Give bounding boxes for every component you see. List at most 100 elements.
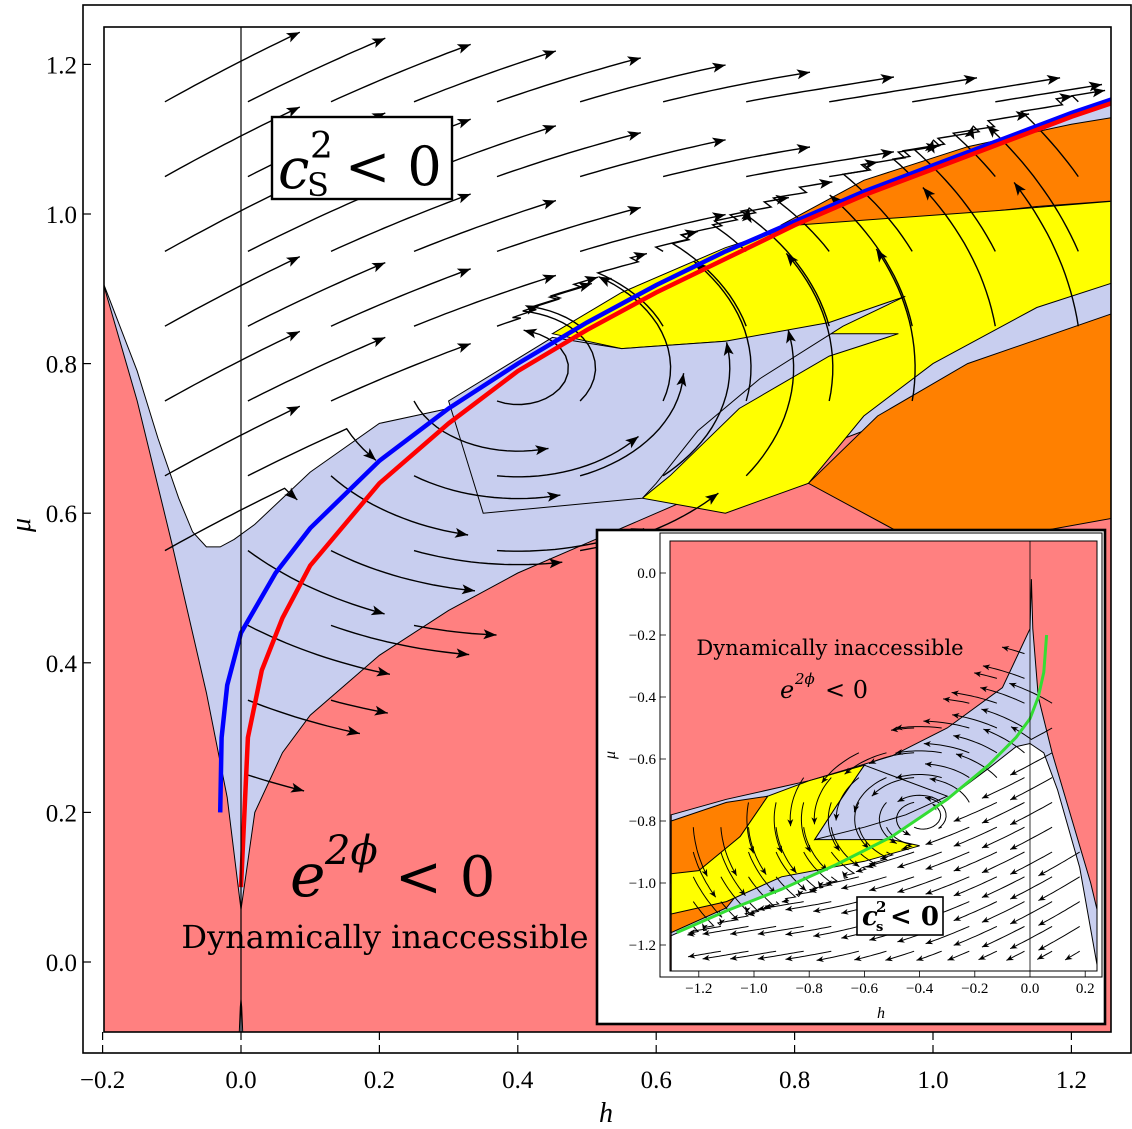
inset-x-axis: −1.2 −1.0 −0.8 −0.6 −0.4 −0.2 0.0 0.2	[685, 971, 1095, 997]
stream-arrow	[704, 493, 719, 505]
inset-streamline	[775, 876, 797, 903]
stream-arrow	[711, 212, 726, 223]
inset-stream-arrow	[869, 935, 877, 942]
inset-streamline	[868, 752, 915, 765]
stream-arrow	[864, 159, 878, 170]
streamline	[829, 77, 978, 103]
inset-stream-arrow	[953, 915, 962, 921]
streamline	[330, 43, 471, 103]
streamline	[912, 77, 1061, 103]
inset-streamline	[702, 925, 749, 935]
inset-stream-arrow	[730, 929, 738, 936]
streamline	[579, 139, 726, 178]
stream-arrow	[796, 144, 810, 155]
inset-stream-arrow	[757, 905, 766, 912]
inset-stream-arrow	[809, 887, 818, 894]
cs2-label: c 2 S < 0	[270, 115, 454, 204]
streamline	[496, 329, 569, 406]
inset-streamline	[925, 876, 970, 895]
streamline	[413, 199, 557, 253]
inset-stream-arrow	[897, 795, 906, 802]
cs2-base: c	[278, 137, 309, 202]
stream-arrow	[786, 329, 796, 344]
inset-stream-arrow	[980, 686, 988, 693]
stream-arrow	[523, 328, 538, 339]
stream-arrow	[285, 256, 300, 267]
inset-plot-area-frame	[669, 540, 1098, 972]
streamline	[662, 146, 811, 178]
stream-arrow	[524, 305, 539, 315]
inset-streamline	[748, 851, 777, 894]
inset-stream-arrow	[925, 888, 934, 895]
stream-arrow	[1014, 182, 1026, 196]
streamline	[247, 37, 386, 103]
streamline	[1013, 181, 1079, 327]
streamline	[330, 193, 471, 253]
inset-stream-arrow	[785, 955, 793, 962]
inset-stream-arrow	[953, 840, 962, 847]
stream-arrow	[711, 62, 726, 73]
inset-stream-arrow	[929, 777, 938, 783]
inset-stream-arrow	[1002, 645, 1010, 652]
inset-streamline	[925, 925, 970, 945]
streamline	[413, 549, 563, 566]
inset-stream-arrow	[747, 910, 756, 917]
stream-arrow	[633, 252, 647, 262]
streamline	[891, 125, 981, 178]
inset-streamline	[924, 763, 970, 779]
stream-arrow	[1046, 74, 1061, 85]
inset-e2phi-rel: < 0	[825, 676, 868, 704]
inset-stream-arrow	[781, 897, 790, 904]
inset-e2phi-base: e	[780, 676, 794, 704]
inset-streamline	[809, 876, 839, 892]
inset-streamline	[775, 827, 797, 874]
inset-plot: −1.2 −1.0 −0.8 −0.6 −0.4 −0.2 0.0 0.2 0.0 −0.2 −0…	[595, 528, 1107, 1026]
inset-streamline	[953, 851, 998, 872]
inset-inaccessible-label: Dynamically inaccessible	[696, 636, 963, 660]
stream-arrow	[625, 436, 639, 449]
streamline	[164, 255, 301, 327]
inset-stream-arrow	[730, 868, 737, 876]
inset-stream-arrow	[901, 844, 910, 851]
inset-streamline	[1009, 851, 1053, 875]
inset-stream-arrow	[1010, 868, 1018, 875]
inset-streamline	[688, 950, 721, 958]
inset-stream-arrow	[851, 860, 860, 867]
inset-stream-arrow	[817, 880, 824, 889]
stream-arrow	[285, 406, 300, 417]
stream-arrow	[456, 268, 471, 279]
e2phi-base: e	[290, 841, 326, 911]
inset-x-tick-label: −0.4	[906, 981, 934, 997]
stream-arrow	[986, 125, 1000, 138]
inset-lavender-wedge	[813, 764, 949, 841]
inset-stream-arrow	[1011, 726, 1019, 733]
inset-y-tick-label: −0.4	[629, 690, 657, 706]
inset-streamline	[981, 901, 1025, 923]
y-tick-label: 0.0	[46, 950, 77, 977]
inset-stream-arrow	[1038, 869, 1046, 876]
inset-x-tick-label: 0.0	[1021, 981, 1040, 997]
inset-x-tick-label: −0.6	[851, 981, 879, 997]
stream-arrow	[371, 337, 386, 348]
inset-x-tick-label: −1.2	[685, 981, 712, 997]
inset-stream-arrow	[981, 792, 990, 799]
inset-streamline	[953, 801, 998, 822]
inset-stream-arrow	[701, 868, 708, 877]
inset-stream-arrow	[953, 890, 962, 896]
y-tick-label: 0.2	[46, 800, 77, 827]
inset-cs2-base: c	[862, 902, 878, 932]
y-tick-label: 0.4	[46, 651, 78, 678]
stream-arrow	[370, 605, 385, 616]
e2phi-sup: 2ϕ	[324, 828, 378, 874]
inset-stream-arrow	[861, 841, 869, 849]
inset-stream-arrow	[897, 862, 905, 869]
inset-streamline	[895, 774, 942, 779]
inset-stream-arrow	[757, 954, 766, 961]
stream-arrow	[362, 448, 376, 461]
inset-stream-arrow	[799, 883, 807, 891]
streamline	[710, 196, 790, 252]
inset-stream-arrow	[744, 905, 751, 914]
inset-stream-arrow	[702, 954, 711, 961]
inset-streamline	[897, 876, 942, 893]
inset-streamline	[929, 778, 970, 803]
